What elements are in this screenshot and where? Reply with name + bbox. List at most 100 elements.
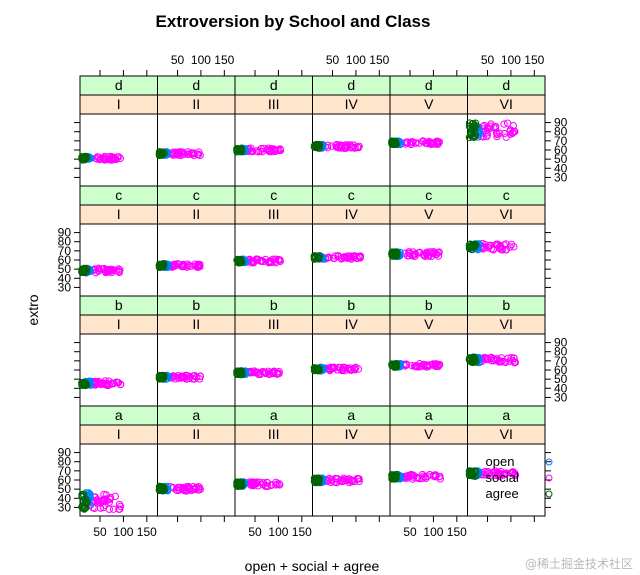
point-social xyxy=(495,358,504,366)
point-agree xyxy=(233,146,241,155)
y-tick-label: 50 xyxy=(554,152,568,166)
y-tick-label: 60 xyxy=(58,473,72,487)
point-agree xyxy=(313,366,321,374)
point-social xyxy=(506,243,514,251)
point-agree xyxy=(388,248,396,256)
x-tick-label: 50 xyxy=(93,525,107,539)
strip-school-label: VI xyxy=(500,96,513,112)
strip-school-label: V xyxy=(424,316,434,332)
point-agree xyxy=(314,254,322,262)
strip-class-label: d xyxy=(502,77,510,93)
point-social xyxy=(96,498,104,507)
point-social xyxy=(99,265,107,273)
point-social xyxy=(334,252,343,260)
strip-class-label: c xyxy=(425,187,432,203)
point-social xyxy=(484,355,493,363)
panel-frame xyxy=(79,333,158,407)
y-tick-label: 40 xyxy=(554,381,568,395)
point-agree xyxy=(311,475,319,483)
y-tick-label: 70 xyxy=(58,464,72,478)
point-agree xyxy=(80,490,88,498)
point-social xyxy=(196,151,204,160)
point-social xyxy=(483,123,492,132)
point-social xyxy=(484,244,493,252)
point-agree xyxy=(388,140,396,148)
strip-school-label: V xyxy=(424,96,434,112)
chart-title: Extroversion by School and Class xyxy=(156,12,431,31)
point-social xyxy=(332,140,341,149)
x-tick-label: 100 xyxy=(191,53,211,67)
point-social xyxy=(496,242,504,251)
point-agree xyxy=(233,367,241,376)
point-agree xyxy=(160,372,168,380)
strip-class-label: d xyxy=(347,77,355,93)
panel-frame xyxy=(79,223,158,297)
point-agree xyxy=(160,260,168,269)
strip-class-label: a xyxy=(425,407,433,423)
point-agree xyxy=(465,122,474,130)
strip-class-label: b xyxy=(425,297,433,313)
point-social xyxy=(272,481,280,489)
strip-school-label: I xyxy=(117,206,121,222)
point-agree xyxy=(238,367,246,375)
y-tick-label: 80 xyxy=(554,345,568,359)
point-agree xyxy=(471,132,480,140)
y-tick-label: 80 xyxy=(58,455,72,469)
point-social xyxy=(105,381,114,389)
point-agree xyxy=(155,260,164,269)
point-agree xyxy=(79,379,87,388)
point-agree xyxy=(315,255,323,263)
point-social xyxy=(192,373,201,381)
point-social xyxy=(434,249,442,257)
watermark: @稀土掘金技术社区 xyxy=(525,556,633,571)
strip-class-label: c xyxy=(270,187,277,203)
x-tick-label: 100 xyxy=(501,53,521,67)
point-agree xyxy=(78,492,86,500)
strip-class-label: d xyxy=(270,77,278,93)
x-tick-label: 100 xyxy=(113,525,133,539)
point-agree xyxy=(236,256,245,264)
strip-class-label: b xyxy=(347,297,355,313)
y-tick-label: 50 xyxy=(554,372,568,386)
point-social xyxy=(171,148,180,156)
point-social xyxy=(175,148,183,156)
point-social xyxy=(100,155,109,163)
y-tick-label: 50 xyxy=(58,262,72,276)
x-tick-label: 150 xyxy=(292,525,312,539)
point-social xyxy=(416,359,424,368)
point-social xyxy=(422,250,431,258)
point-social xyxy=(115,500,124,509)
point-social xyxy=(183,263,191,271)
point-social xyxy=(263,146,271,154)
x-tick-label: 50 xyxy=(403,525,417,539)
point-social xyxy=(259,478,268,487)
point-social xyxy=(497,243,505,251)
y-tick-label: 40 xyxy=(554,161,568,175)
y-tick-label: 30 xyxy=(554,390,568,404)
point-agree xyxy=(83,153,91,162)
strip-class-label: a xyxy=(115,407,123,423)
strip-school-label: I xyxy=(117,316,121,332)
strip-class-label: a xyxy=(192,407,200,423)
strip-school-label: IV xyxy=(345,426,359,442)
point-social xyxy=(271,147,280,156)
point-social xyxy=(331,252,340,260)
point-social xyxy=(269,368,278,376)
point-agree xyxy=(466,131,475,139)
point-social xyxy=(498,470,506,478)
panel-frame xyxy=(157,333,236,407)
point-social xyxy=(345,478,354,487)
y-tick-label: 80 xyxy=(554,125,568,139)
legend-label-open: open xyxy=(486,454,515,469)
panel-frame xyxy=(389,223,468,297)
y-tick-label: 60 xyxy=(554,143,568,157)
point-social xyxy=(273,370,282,378)
strip-class-label: c xyxy=(193,187,200,203)
strip-school-label: III xyxy=(268,426,280,442)
point-social xyxy=(492,129,501,137)
strip-school-label: IV xyxy=(345,96,359,112)
strip-class-label: c xyxy=(503,187,510,203)
point-social xyxy=(187,262,195,270)
point-social xyxy=(327,142,336,150)
